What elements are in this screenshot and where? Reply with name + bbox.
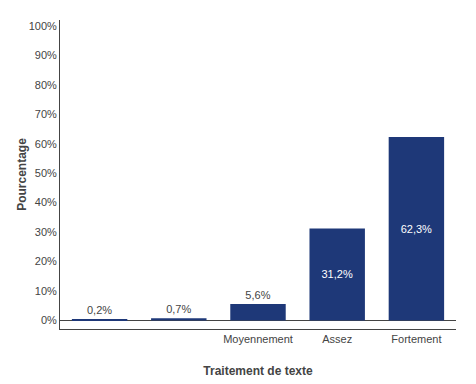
svg-text:Assez: Assez [322, 333, 352, 345]
svg-text:0,7%: 0,7% [166, 303, 191, 315]
svg-text:40%: 40% [35, 196, 57, 208]
svg-text:Traitement de texte: Traitement de texte [203, 364, 313, 378]
svg-text:90%: 90% [35, 49, 57, 61]
svg-text:Pourcentage: Pourcentage [15, 138, 29, 211]
svg-text:10%: 10% [35, 285, 57, 297]
svg-text:5,6%: 5,6% [245, 289, 270, 301]
svg-text:70%: 70% [35, 108, 57, 120]
svg-text:80%: 80% [35, 79, 57, 91]
svg-text:31,2%: 31,2% [321, 268, 352, 280]
svg-text:60%: 60% [35, 138, 57, 150]
svg-text:50%: 50% [35, 167, 57, 179]
svg-text:0,2%: 0,2% [87, 304, 112, 316]
svg-text:20%: 20% [35, 255, 57, 267]
svg-text:62,3%: 62,3% [401, 223, 432, 235]
svg-text:Moyennement: Moyennement [223, 333, 293, 345]
svg-text:Fortement: Fortement [391, 333, 441, 345]
svg-text:100%: 100% [29, 20, 57, 32]
svg-text:0%: 0% [41, 314, 57, 326]
svg-text:30%: 30% [35, 226, 57, 238]
